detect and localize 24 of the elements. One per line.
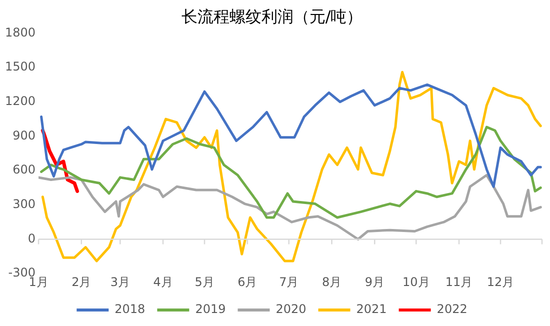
legend-label: 2019: [195, 302, 226, 316]
y-tick-label: 1800: [4, 25, 36, 40]
legend-label: 2021: [356, 302, 387, 316]
y-tick-label: 300: [12, 197, 36, 212]
x-tick-label: 5月: [194, 274, 214, 289]
y-tick-label: 0: [28, 231, 36, 246]
x-tick-label: 10月: [402, 274, 430, 289]
x-tick-label: 3月: [110, 274, 130, 289]
y-tick-label: 1200: [4, 94, 36, 108]
legend-label: 2018: [114, 302, 146, 316]
x-tick-label: 11月: [445, 274, 473, 289]
x-tick-label: 12月: [486, 274, 514, 289]
x-tick-label: 9月: [364, 274, 384, 289]
x-tick-label: 2月: [72, 274, 92, 289]
y-tick-label: 600: [12, 162, 36, 177]
legend-label: 2020: [276, 302, 306, 316]
legend-label: 2022: [436, 302, 468, 316]
x-tick-label: 8月: [322, 274, 342, 289]
x-tick-label: 7月: [279, 274, 299, 289]
y-tick-label: 900: [12, 128, 36, 142]
x-tick-label: 6月: [238, 274, 258, 289]
chart-title: 长流程螺纹利润（元/吨）: [181, 6, 363, 26]
x-tick-label: 4月: [153, 274, 173, 289]
y-tick-label: 1500: [4, 60, 36, 74]
